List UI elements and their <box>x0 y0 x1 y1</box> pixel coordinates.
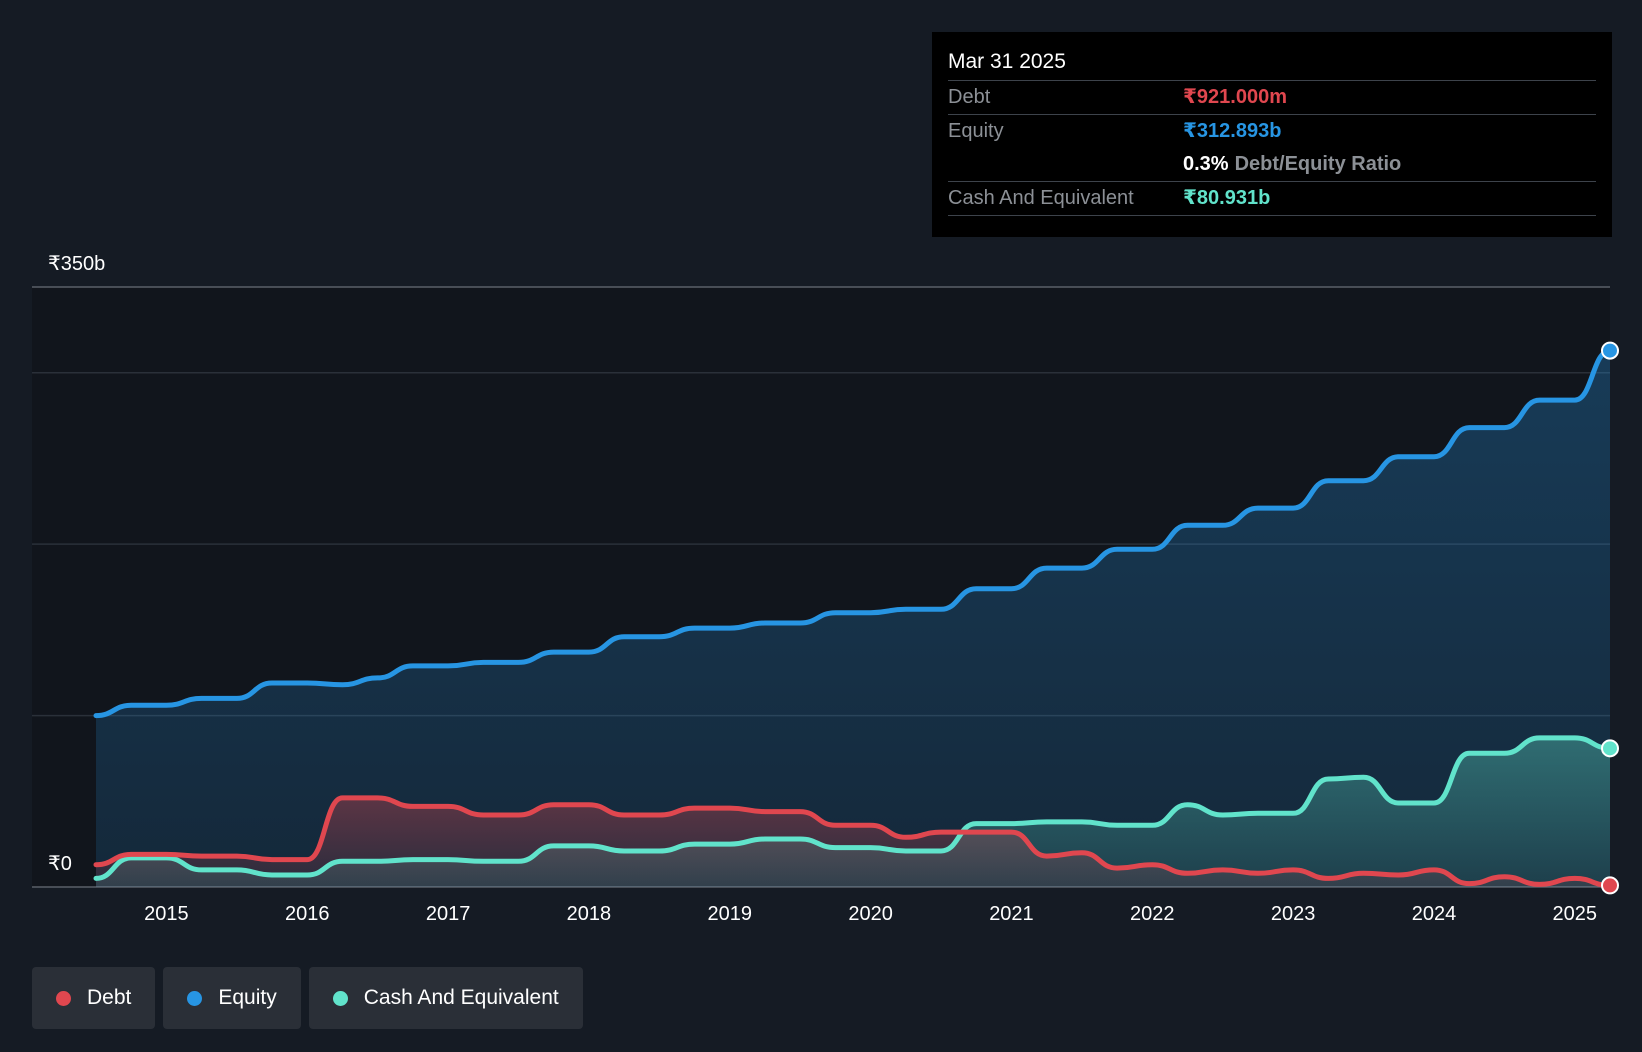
x-tick-label-2016: 2016 <box>285 903 330 925</box>
debt-endpoint-marker[interactable] <box>1601 876 1619 895</box>
y-axis-top-label: ₹350b <box>48 253 105 275</box>
debt-dot-icon <box>56 990 71 1006</box>
x-tick-label-2018: 2018 <box>567 903 612 925</box>
x-tick-label-2025: 2025 <box>1553 903 1598 925</box>
tooltip-ratio-value: 0.3% <box>1183 153 1229 175</box>
debt-area <box>96 797 1610 887</box>
x-tick-label-2017: 2017 <box>426 903 471 925</box>
x-tick-label-2024: 2024 <box>1412 903 1457 925</box>
cash-endpoint-marker[interactable] <box>1601 739 1619 758</box>
legend-label-equity: Equity <box>218 986 277 1009</box>
x-axis-ticks: 2015 2016 2017 2018 2019 2020 2021 2022 2023 2024… <box>144 903 1597 925</box>
legend-item-cash[interactable]: Cash And Equivalent <box>308 967 583 1029</box>
x-tick-label-2021: 2021 <box>989 903 1034 925</box>
y-axis-bottom-label: ₹0 <box>48 853 72 875</box>
tooltip-debt-value: ₹921.000m <box>1183 86 1287 108</box>
tooltip-cash-label: Cash And Equivalent <box>948 187 1134 209</box>
x-tick-label-2023: 2023 <box>1271 903 1316 925</box>
cash-dot-icon <box>332 990 348 1006</box>
tooltip-ratio-label: Debt/Equity Ratio <box>1234 153 1402 175</box>
cash-area <box>96 737 1610 887</box>
equity-area <box>96 350 1610 888</box>
legend-item-equity[interactable]: Equity <box>163 967 301 1029</box>
tooltip-debt-row: Debt ₹921.000m <box>948 81 1596 115</box>
legend: Debt Equity Cash And Equivalent <box>32 967 583 1029</box>
legend-label-cash: Cash And Equivalent <box>363 986 559 1009</box>
legend-item-debt[interactable]: Debt <box>32 967 156 1029</box>
x-tick-label-2022: 2022 <box>1130 903 1175 925</box>
tooltip-cash-value: ₹80.931b <box>1183 187 1271 209</box>
tooltip-ratio-spacer <box>948 148 1183 181</box>
tooltip-equity-value: ₹312.893b <box>1183 120 1282 142</box>
tooltip-equity-label: Equity <box>948 120 1004 142</box>
debt-line <box>93 795 1613 888</box>
x-tick-label-2019: 2019 <box>708 903 753 925</box>
cash-line <box>93 735 1613 881</box>
series-areas <box>96 350 1610 888</box>
x-tick-label-2020: 2020 <box>848 903 893 925</box>
tooltip-equity-row: Equity ₹312.893b <box>948 115 1596 148</box>
equity-line <box>93 348 1613 719</box>
tooltip-cash-row: Cash And Equivalent ₹80.931b <box>948 182 1596 216</box>
tooltip-ratio-row: 0.3% Debt/Equity Ratio <box>948 148 1596 182</box>
x-tick-label-2015: 2015 <box>144 903 189 925</box>
legend-label-debt: Debt <box>87 986 132 1009</box>
equity-endpoint-marker[interactable] <box>1601 341 1619 360</box>
tooltip-debt-label: Debt <box>948 86 991 108</box>
tooltip-date: Mar 31 2025 <box>948 46 1596 81</box>
equity-dot-icon <box>187 990 203 1006</box>
tooltip-panel: Mar 31 2025 Debt ₹921.000m Equity ₹312.8… <box>932 32 1612 237</box>
series-lines <box>93 341 1619 895</box>
